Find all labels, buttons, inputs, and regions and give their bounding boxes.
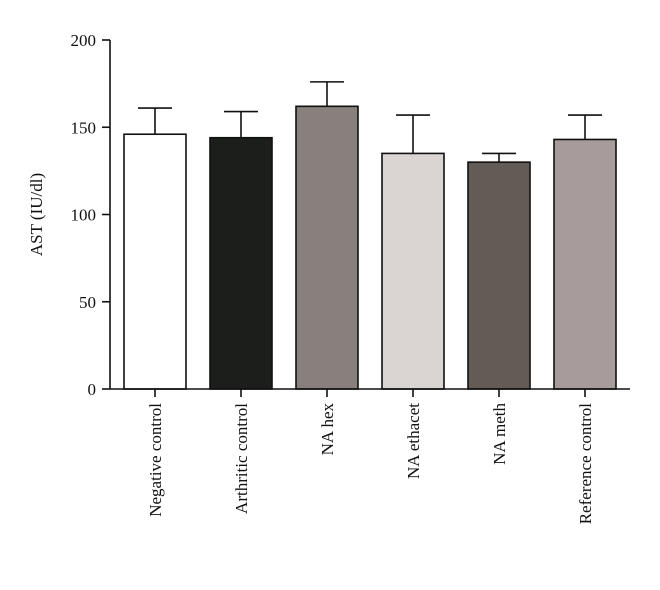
x-category-label: Negative control xyxy=(146,403,165,517)
bar xyxy=(467,161,531,390)
x-category-label: Reference control xyxy=(576,403,595,525)
x-category-label: NA hex xyxy=(318,403,337,456)
y-tick-label: 150 xyxy=(71,118,97,137)
x-ticks-layer: Negative control Arthritic control NA hex N… xyxy=(146,389,595,524)
y-axis-title: AST (IU/dl) xyxy=(27,173,46,256)
y-ticks-layer: 0 50 100 150 200 xyxy=(71,31,110,399)
bar xyxy=(381,152,445,390)
y-tick-label: 0 xyxy=(88,380,97,399)
bar xyxy=(553,138,617,390)
y-tick-label: 200 xyxy=(71,31,97,50)
y-tick-label: 100 xyxy=(71,206,97,225)
bar xyxy=(209,136,273,390)
bar xyxy=(295,105,359,390)
x-category-label: NA meth xyxy=(490,403,509,465)
error-bars-layer xyxy=(138,81,602,163)
x-category-label: Arthritic control xyxy=(232,403,251,514)
bars-layer xyxy=(123,105,617,390)
x-category-label: NA ethacet xyxy=(404,403,423,479)
bar xyxy=(123,133,187,390)
axes-layer xyxy=(109,40,630,390)
y-tick-label: 50 xyxy=(79,293,96,312)
